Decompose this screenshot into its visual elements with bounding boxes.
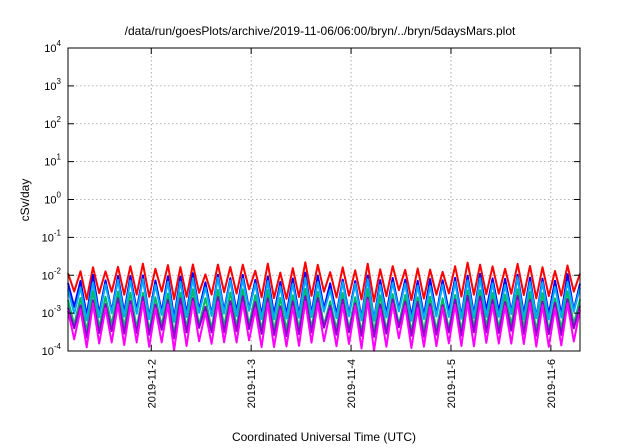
y-tick-label: 10-1: [42, 228, 62, 244]
series-line: [67, 261, 581, 303]
y-tick-label: 102: [44, 115, 61, 131]
chart-title: /data/run/goesPlots/archive/2019-11-06/0…: [125, 24, 516, 38]
y-tick-label: 101: [44, 153, 61, 169]
y-tick-label: 104: [44, 39, 61, 55]
x-tick-label: 2019-11-2: [146, 359, 158, 408]
y-tick-label: 10-3: [42, 304, 62, 320]
y-axis-label: cSv/day: [18, 179, 32, 222]
x-axis-label: Coordinated Universal Time (UTC): [232, 430, 416, 444]
x-tick-label: 2019-11-6: [546, 359, 558, 408]
y-tick-label: 10-2: [42, 266, 62, 282]
x-tick-label: 2019-11-5: [446, 359, 458, 408]
series-line: [67, 295, 581, 340]
x-tick-label: 2019-11-4: [346, 359, 358, 408]
y-tick-label: 10-4: [42, 342, 62, 358]
series-group: [67, 261, 581, 352]
y-axis: 10-4 10-3 10-2 10-1 100 101 102 103 104: [42, 39, 580, 358]
x-tick-label: 2019-11-3: [246, 359, 258, 408]
series-line: [67, 299, 581, 352]
x-axis: 2019-11-2 2019-11-3 2019-11-4 2019-11-5 2019…: [146, 48, 558, 408]
series-line: [67, 276, 581, 323]
y-tick-label: 103: [44, 77, 61, 93]
y-tick-label: 100: [44, 191, 61, 207]
